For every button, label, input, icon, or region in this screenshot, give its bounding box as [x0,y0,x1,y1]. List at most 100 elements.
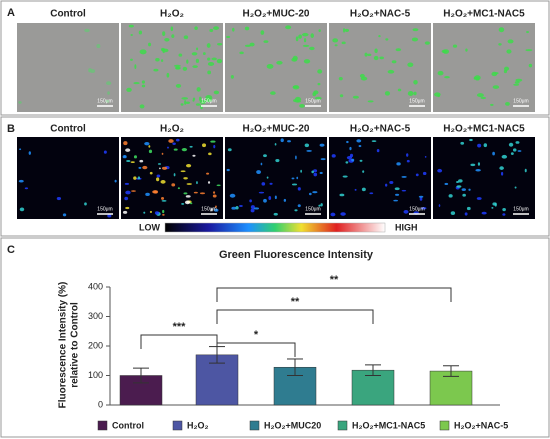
cell [360,76,368,81]
cell [124,182,130,185]
cell [249,199,252,203]
cell [123,155,126,158]
cell [407,62,414,67]
cell [261,182,266,186]
cell [141,80,146,84]
cell [171,183,176,187]
cell [160,59,164,62]
legend-swatch [97,420,108,431]
cell [103,150,107,154]
micrograph [225,23,327,112]
cell [415,173,419,177]
chart-title: Green Fluorescence Intensity [219,249,374,261]
cell [145,192,150,197]
cell [528,63,533,68]
image-label: H₂O₂+MC1-NAC5 [443,124,525,135]
cell [299,103,305,108]
cell [250,205,255,209]
cell [283,198,287,202]
cell [395,48,402,52]
cell [450,211,456,215]
significance-bracket [216,309,374,324]
cell [202,143,207,148]
cell [498,27,505,33]
cell [339,94,344,98]
cell [177,187,180,190]
cell [481,211,487,215]
scale-bar-label: 150μm [201,98,216,104]
cell [371,140,377,143]
cell [514,81,520,84]
cell [526,30,530,34]
cell [302,44,310,47]
cell [508,142,514,147]
cell [475,168,481,172]
cell [458,179,463,183]
cell [207,62,215,66]
cell [295,36,299,42]
cell [319,143,325,147]
image-label: H₂O₂+NAC-5 [350,124,411,135]
cell [126,87,132,92]
cell [192,154,196,157]
colorbar [164,222,386,233]
cell [124,196,129,201]
panel-b-frame [0,116,550,237]
cell [510,152,514,155]
cell [367,53,372,57]
cell [181,148,188,152]
cell [258,191,265,194]
cell [441,49,447,54]
cell [296,176,299,180]
cell [168,139,174,143]
cell [178,53,183,57]
cell [183,35,189,40]
cell [420,207,427,210]
cell [226,168,230,172]
cell [391,60,397,64]
cell [468,188,471,191]
cell [466,206,471,211]
image-label: H₂O₂+NAC-5 [350,9,411,20]
panel-letter: B [7,123,15,135]
cell [191,52,198,56]
legend-swatch [249,420,260,431]
cell [517,150,522,152]
cell [131,190,136,192]
cell [469,138,473,142]
cell [344,28,350,32]
panel-letter: C [7,244,15,256]
cell [313,169,318,173]
cell [401,189,407,192]
cell [125,190,131,195]
cell [512,148,517,152]
cell [312,191,318,194]
cell [424,41,430,45]
cell [330,212,336,217]
cell [216,184,221,187]
cell [338,76,343,81]
cell [159,167,161,170]
cell [490,103,494,106]
cell [422,171,427,176]
cell [105,99,110,103]
panel-letter: A [7,7,15,19]
image-label: H₂O₂+MC1-NAC5 [443,9,525,20]
cell [292,55,298,61]
cell [212,191,216,194]
cell [444,182,449,185]
cell [331,154,336,158]
cell [476,93,484,98]
cell [215,205,217,208]
cell [320,203,323,207]
significance-label: ** [330,274,339,286]
cell [205,95,213,100]
cell [84,28,90,33]
cell [320,158,326,161]
cell [193,191,198,194]
cell [342,175,348,178]
cell [437,168,443,173]
cell [130,161,135,164]
cell [359,159,363,162]
